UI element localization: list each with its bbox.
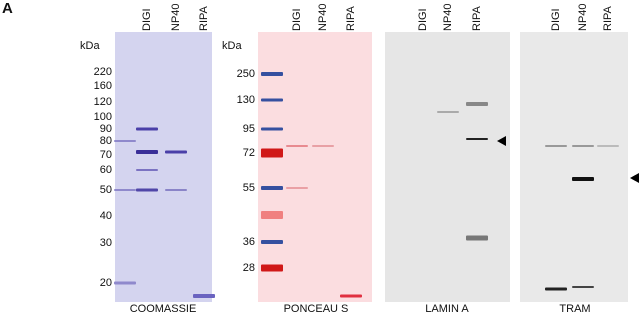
marker-label: 40 (100, 210, 112, 222)
lane-label: NP40 (170, 3, 182, 31)
gel-coomassie (115, 32, 212, 302)
lane-label: DIGI (417, 8, 429, 31)
band (466, 102, 488, 106)
band (261, 240, 283, 244)
band (136, 169, 158, 171)
lane-label: NP40 (577, 3, 589, 31)
lane-label: DIGI (141, 8, 153, 31)
panel-label: A (2, 0, 13, 17)
lane-label: RIPA (471, 5, 483, 31)
band (437, 111, 459, 113)
band (261, 72, 283, 76)
marker-label: 70 (100, 149, 112, 161)
marker-label: 28 (243, 262, 255, 274)
panel-caption: LAMIN A (425, 303, 469, 315)
marker-label: 90 (100, 123, 112, 135)
band (261, 264, 283, 272)
band (597, 145, 619, 147)
band (545, 145, 567, 147)
blot-tram (520, 32, 628, 302)
marker-label: 36 (243, 236, 255, 248)
lane-label: RIPA (198, 5, 210, 31)
marker-label: 30 (100, 237, 112, 249)
band (286, 145, 308, 147)
lane-label: DIGI (291, 8, 303, 31)
band (165, 189, 187, 191)
band (572, 286, 594, 288)
panel-caption: COOMASSIE (130, 303, 197, 315)
band (286, 187, 308, 189)
marker-label: 130 (237, 94, 255, 106)
arrowhead (630, 173, 639, 183)
band (136, 150, 158, 154)
band (261, 98, 283, 102)
band (312, 145, 334, 147)
panel-caption: PONCEAU S (284, 303, 349, 315)
band (136, 127, 158, 131)
band (572, 145, 594, 147)
band (114, 281, 136, 285)
band (261, 186, 283, 190)
band (165, 150, 187, 154)
band (466, 235, 488, 241)
lane-label: DIGI (550, 8, 562, 31)
lane-label: RIPA (345, 5, 357, 31)
panel-caption: TRAM (559, 303, 590, 315)
band (261, 127, 283, 131)
marker-label: 160 (94, 80, 112, 92)
marker-label: 220 (94, 66, 112, 78)
marker-label: 50 (100, 184, 112, 196)
band (261, 211, 283, 219)
band (340, 294, 362, 298)
lane-label: NP40 (442, 3, 454, 31)
band (136, 188, 158, 192)
marker-label: 60 (100, 164, 112, 176)
unit-label: kDa (222, 40, 242, 52)
unit-label: kDa (80, 40, 100, 52)
band (114, 140, 136, 142)
band (545, 287, 567, 291)
marker-label: 95 (243, 123, 255, 135)
marker-label: 250 (237, 68, 255, 80)
blot-lamin (385, 32, 510, 302)
band (114, 189, 136, 191)
arrowhead (497, 136, 506, 146)
marker-label: 100 (94, 111, 112, 123)
lane-label: NP40 (317, 3, 329, 31)
gel-ponceau (258, 32, 372, 302)
band (193, 294, 215, 298)
marker-label: 20 (100, 277, 112, 289)
lane-label: RIPA (602, 5, 614, 31)
marker-label: 80 (100, 135, 112, 147)
band (261, 148, 283, 158)
marker-label: 120 (94, 96, 112, 108)
marker-label: 72 (243, 147, 255, 159)
marker-label: 55 (243, 182, 255, 194)
band (466, 138, 488, 140)
band (572, 177, 594, 181)
